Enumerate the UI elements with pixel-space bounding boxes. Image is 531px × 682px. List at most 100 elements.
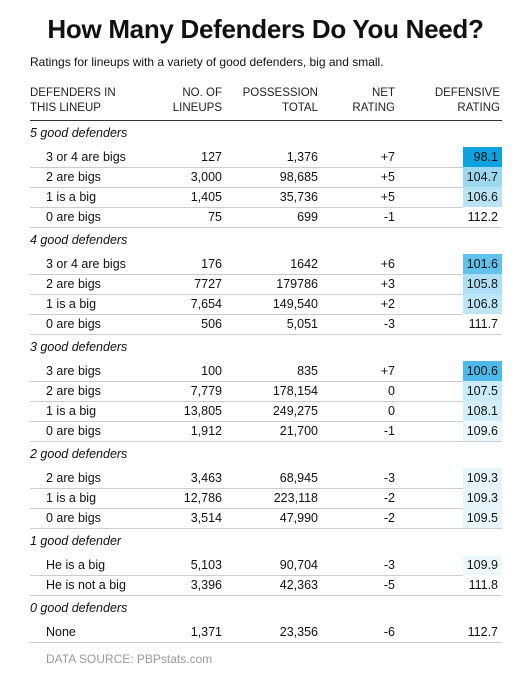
cell: 0 are bigs	[46, 317, 101, 331]
defensive-rating-cell: 108.1	[463, 401, 502, 421]
defensive-rating-cell: 112.7	[463, 622, 502, 642]
cell: 1,912	[190, 424, 222, 438]
cell: -3	[383, 317, 395, 331]
cell: 0 are bigs	[46, 511, 101, 525]
cell: 699	[297, 210, 318, 224]
cell: 127	[201, 150, 222, 164]
row-rule	[30, 314, 502, 315]
cell: 5,051	[286, 317, 318, 331]
cell: 7,654	[190, 297, 222, 311]
cell: 42,363	[279, 578, 318, 592]
cell: 1 is a big	[46, 491, 97, 505]
column-header: TOTAL	[282, 102, 318, 114]
row-rule	[30, 421, 502, 422]
cell: 178,154	[272, 384, 318, 398]
cell: 835	[297, 364, 318, 378]
cell: 3 or 4 are bigs	[46, 257, 126, 271]
cell: 176	[201, 257, 222, 271]
cell: 5,103	[190, 558, 222, 572]
row-rule	[30, 167, 502, 168]
row-rule	[30, 274, 502, 275]
column-header: THIS LINEUP	[30, 102, 101, 114]
cell: +5	[380, 190, 395, 204]
cell: 90,704	[279, 558, 318, 572]
defensive-rating-cell: 100.6	[463, 361, 502, 381]
row-rule	[30, 334, 502, 335]
row-rule	[30, 595, 502, 596]
cell: 506	[201, 317, 222, 331]
row-rule	[30, 207, 502, 208]
defensive-rating-cell: 101.6	[463, 254, 502, 274]
cell: 35,736	[279, 190, 318, 204]
cell: -1	[383, 210, 395, 224]
cell: 13,805	[183, 404, 222, 418]
row-rule	[30, 401, 502, 402]
cell: 3,514	[190, 511, 222, 525]
column-header: NO. OF	[182, 87, 222, 99]
cell: 3,000	[190, 170, 222, 184]
cell: 179786	[276, 277, 318, 291]
subtitle: Ratings for lineups with a variety of go…	[30, 55, 384, 69]
defensive-rating-cell: 112.2	[463, 207, 502, 227]
cell: -1	[383, 424, 395, 438]
cell: 1 is a big	[46, 190, 97, 204]
cell: 2 are bigs	[46, 384, 101, 398]
cell: 0 are bigs	[46, 424, 101, 438]
defensive-rating-cell: 111.8	[463, 575, 502, 595]
cell: 3 are bigs	[46, 364, 101, 378]
column-header: DEFENSIVE	[434, 87, 500, 99]
cell: +7	[380, 364, 395, 378]
cell: +3	[380, 277, 395, 291]
defensive-rating-cell: 107.5	[463, 381, 502, 401]
cell: 21,700	[279, 424, 318, 438]
defensive-rating-cell: 109.9	[463, 555, 502, 575]
defensive-rating-cell: 105.8	[463, 274, 502, 294]
group-label: 2 good defenders	[30, 447, 128, 461]
cell: 1 is a big	[46, 297, 97, 311]
defensive-rating-cell: 104.7	[463, 167, 502, 187]
cell: 68,945	[279, 471, 318, 485]
cell: 0 are bigs	[46, 210, 101, 224]
defensive-rating-cell: 109.6	[463, 421, 502, 441]
column-header: NET	[372, 87, 395, 99]
cell: 7727	[194, 277, 222, 291]
cell: +5	[380, 170, 395, 184]
cell: 1642	[290, 257, 318, 271]
defensive-rating-cell: 109.3	[463, 488, 502, 508]
cell: -2	[383, 511, 395, 525]
row-rule	[30, 508, 502, 509]
defensive-rating-cell: 106.6	[463, 187, 502, 207]
cell: 223,118	[273, 491, 318, 505]
cell: 3,463	[190, 471, 222, 485]
defensive-rating-cell: 111.7	[463, 314, 502, 334]
cell: 0	[388, 404, 395, 418]
cell: 98,685	[279, 170, 318, 184]
column-header: LINEUPS	[172, 102, 222, 114]
group-label: 3 good defenders	[30, 340, 128, 354]
group-label: 0 good defenders	[30, 601, 128, 615]
row-rule	[30, 642, 502, 643]
defensive-rating-cell: 106.8	[463, 294, 502, 314]
cell: -3	[383, 471, 395, 485]
row-rule	[30, 575, 502, 576]
cell: 3 or 4 are bigs	[46, 150, 126, 164]
cell: 2 are bigs	[46, 471, 101, 485]
row-rule	[30, 441, 502, 442]
cell: 249,275	[272, 404, 318, 418]
cell: 75	[208, 210, 222, 224]
cell: 1 is a big	[46, 404, 97, 418]
defensive-rating-cell: 98.1	[463, 147, 502, 167]
defensive-rating-cell: 109.3	[463, 468, 502, 488]
cell: -5	[383, 578, 395, 592]
column-header: RATING	[352, 102, 395, 114]
cell: 1,376	[286, 150, 318, 164]
cell: -6	[383, 625, 395, 639]
cell: 1,371	[190, 625, 222, 639]
cell: 3,396	[190, 578, 222, 592]
column-header: DEFENDERS IN	[30, 87, 116, 99]
cell: -2	[383, 491, 395, 505]
group-label: 4 good defenders	[30, 233, 128, 247]
cell: None	[46, 625, 76, 639]
cell: He is not a big	[46, 578, 126, 592]
